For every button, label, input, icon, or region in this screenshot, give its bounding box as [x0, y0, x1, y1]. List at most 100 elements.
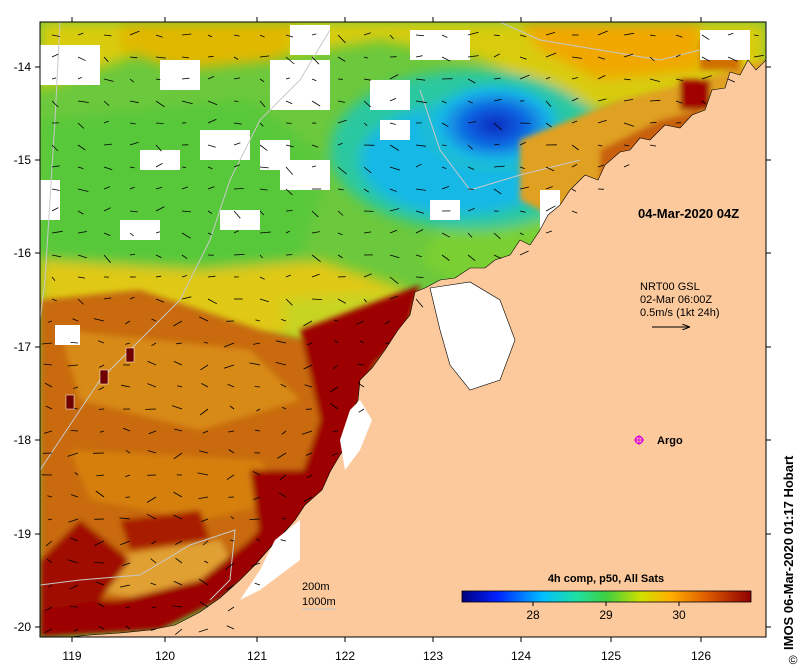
current-vector	[278, 492, 287, 498]
current-vector	[181, 166, 187, 168]
current-vector	[228, 449, 235, 454]
current-vector	[303, 496, 313, 502]
current-vector	[77, 254, 88, 259]
current-vector	[120, 584, 131, 588]
current-vector	[77, 231, 87, 234]
current-vector	[120, 540, 131, 546]
current-vector	[259, 298, 269, 303]
current-vector	[252, 470, 261, 476]
current-vector	[545, 52, 557, 58]
current-vector	[47, 518, 53, 521]
current-vector	[103, 78, 114, 82]
current-vector	[77, 32, 84, 36]
current-vector	[125, 474, 131, 478]
current-vector	[415, 163, 422, 168]
current-vector	[259, 122, 264, 127]
current-vector	[519, 250, 529, 256]
lon-tick-123: 123	[423, 649, 443, 663]
current-vector	[51, 53, 59, 58]
current-vector	[649, 121, 657, 124]
current-vector	[337, 188, 344, 191]
current-vector	[649, 78, 661, 82]
current-vector	[155, 78, 161, 81]
current-vector	[125, 342, 131, 345]
current-vector	[337, 232, 343, 236]
current-vector	[441, 56, 451, 62]
current-vector	[155, 144, 162, 152]
current-vector	[597, 30, 608, 36]
current-vector	[173, 580, 183, 586]
colorbar: 4h comp, p50, All Sats 28 29 30	[461, 573, 752, 622]
current-vector	[125, 320, 131, 325]
current-vector	[276, 340, 287, 344]
current-vector	[493, 232, 501, 240]
current-vector	[233, 188, 244, 190]
current-vector	[129, 186, 135, 190]
current-vector	[69, 584, 79, 590]
current-vector	[623, 164, 630, 168]
current-vector	[753, 34, 759, 36]
current-vector	[181, 100, 193, 105]
current-vector	[701, 75, 712, 80]
current-vector	[363, 273, 372, 278]
current-vector	[255, 319, 261, 322]
current-vector	[727, 56, 738, 62]
current-vector	[99, 430, 105, 433]
argo-marker	[634, 435, 644, 445]
current-vector	[285, 210, 293, 212]
current-vector	[96, 474, 105, 477]
current-vector	[467, 166, 475, 170]
current-vector	[545, 100, 552, 107]
current-vector	[311, 298, 323, 300]
current-vector	[363, 166, 372, 174]
current-vector	[493, 98, 502, 102]
current-vector	[545, 32, 556, 36]
current-vector	[597, 56, 606, 60]
current-vector	[415, 188, 427, 191]
current-vector	[155, 231, 161, 234]
current-vector	[198, 578, 209, 586]
current-vector	[311, 56, 320, 65]
colorbar-title: 4h comp, p50, All Sats	[548, 573, 664, 585]
current-vector	[384, 320, 391, 325]
current-vector	[77, 100, 89, 103]
current-vector	[173, 514, 183, 520]
current-vector	[285, 144, 294, 148]
current-vector	[125, 606, 131, 609]
lat-tick-19: -19	[14, 527, 32, 541]
current-vector	[279, 474, 287, 481]
current-vector	[280, 383, 287, 388]
current-vector	[129, 141, 139, 146]
current-vector	[493, 34, 500, 37]
current-vector	[701, 34, 710, 40]
current-vector	[337, 100, 346, 103]
lon-tick-120: 120	[155, 649, 175, 663]
current-vector	[151, 342, 157, 347]
current-vector	[415, 254, 422, 258]
current-vector	[389, 276, 399, 285]
current-vector	[47, 495, 53, 498]
current-vector	[467, 55, 479, 58]
current-vector	[207, 298, 218, 305]
current-vector	[44, 382, 53, 388]
current-vector	[254, 582, 261, 586]
current-vector	[181, 275, 188, 278]
current-vector	[129, 210, 138, 213]
current-vector	[493, 77, 501, 80]
current-vector	[70, 537, 79, 542]
current-vector	[467, 121, 477, 124]
current-vector	[259, 276, 265, 280]
current-vector	[77, 166, 84, 169]
current-vector	[441, 254, 450, 261]
current-vector	[256, 538, 261, 542]
current-vector	[259, 231, 271, 234]
current-vector	[253, 342, 261, 345]
current-vector	[285, 298, 293, 306]
current-vector	[233, 230, 239, 234]
current-vector	[363, 231, 372, 234]
current-vector	[155, 34, 163, 38]
current-vector	[256, 408, 261, 412]
current-vector	[623, 144, 630, 147]
current-vector	[94, 562, 105, 564]
current-vector	[103, 166, 113, 171]
